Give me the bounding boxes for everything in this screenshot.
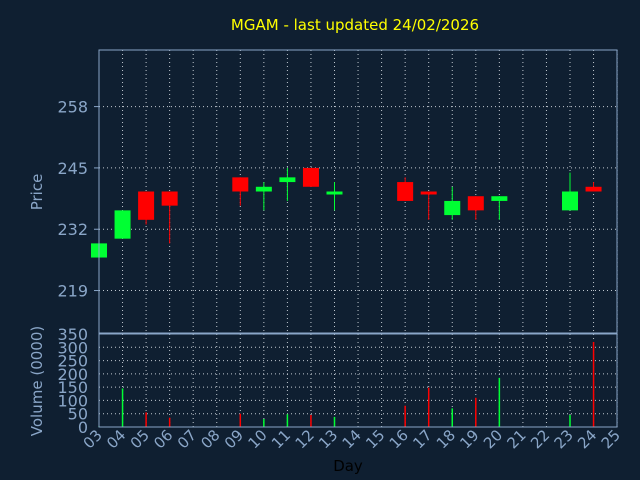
price-tick-label: 258	[57, 98, 88, 117]
price-panel: 219 232 245 258 Price	[28, 49, 618, 334]
volume-bar	[498, 377, 501, 427]
volume-tick-label: 200	[57, 365, 88, 384]
volume-tick-label: 150	[57, 378, 88, 397]
candle-body	[467, 196, 484, 211]
volume-tick-label: 50	[68, 405, 88, 424]
candle-body	[255, 186, 272, 192]
price-axis-label: Price	[28, 174, 46, 211]
volume-bar	[404, 405, 406, 427]
candle-body	[302, 167, 319, 187]
price-frame	[98, 49, 618, 334]
candle-body	[562, 191, 578, 211]
volume-bar	[333, 416, 336, 427]
x-tick-labels: 0304050607080910111213141516171819202122…	[80, 426, 624, 452]
volume-tick-label: 300	[57, 338, 88, 357]
volume-bar	[121, 388, 124, 427]
volume-tick-label: 100	[57, 391, 88, 410]
volume-bars	[98, 341, 595, 427]
candle-body	[326, 191, 343, 195]
price-tick-label: 232	[57, 220, 88, 239]
volume-tick-label: 0	[78, 418, 88, 437]
candle-body	[585, 186, 602, 192]
candle-body	[397, 182, 414, 201]
volume-bar	[569, 415, 571, 427]
volume-axis-label: Volume (0000)	[28, 326, 46, 436]
chart-title: MGAM - last updated 24/02/2026	[231, 16, 479, 34]
price-y-ticks: 219 232 245 258	[57, 98, 99, 301]
price-candles	[91, 167, 602, 258]
volume-bar	[145, 412, 147, 427]
volume-tick-label: 250	[57, 352, 88, 371]
candle-body	[138, 191, 155, 220]
x-axis-label: Day	[333, 457, 363, 475]
volume-bar	[310, 415, 312, 427]
candle-body	[114, 210, 131, 239]
volume-bar	[286, 414, 289, 427]
volume-bar	[239, 413, 242, 427]
candle-body	[279, 177, 296, 183]
volume-bar	[168, 417, 171, 427]
volume-bar	[427, 387, 430, 427]
price-tick-label: 245	[57, 159, 88, 178]
price-tick-label: 219	[57, 282, 88, 301]
candle-body	[420, 191, 437, 195]
volume-frame	[98, 333, 618, 428]
volume-bar	[592, 341, 595, 427]
volume-tick-label: 350	[57, 325, 88, 344]
volume-bar	[451, 408, 453, 427]
candle-body	[232, 177, 249, 192]
candle-body	[444, 200, 461, 216]
volume-bar	[263, 419, 265, 427]
volume-bar	[475, 397, 477, 427]
candle-body	[161, 191, 178, 206]
candle-body	[491, 196, 508, 201]
